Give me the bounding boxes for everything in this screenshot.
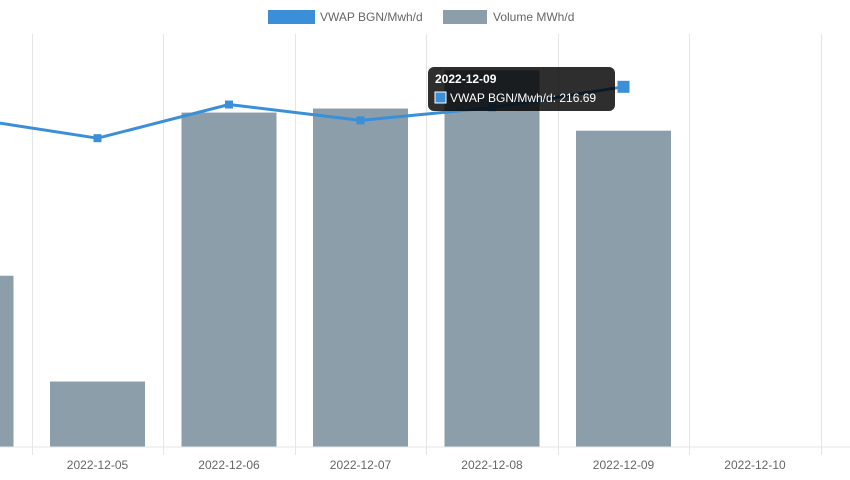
x-tick-label: 2022-12-10 <box>724 458 786 472</box>
x-axis-ticks: 2022-12-05 2022-12-06 2022-12-07 2022-12-08… <box>67 458 786 472</box>
tooltip-box <box>428 67 615 111</box>
volume-bars <box>0 70 671 447</box>
tooltip-label: VWAP BGN/Mwh/d: 216.69 <box>450 91 596 105</box>
volume-bar-2022-12-07[interactable] <box>313 108 408 447</box>
vwap-point-2022-12-09[interactable] <box>617 80 630 93</box>
vwap-point-2022-12-06[interactable] <box>225 100 233 109</box>
x-tick-label: 2022-12-08 <box>461 458 523 472</box>
x-tick-label: 2022-12-07 <box>330 458 392 472</box>
volume-bar-2022-12-04[interactable] <box>0 275 14 447</box>
tooltip-title: 2022-12-09 <box>435 72 497 86</box>
vertical-gridlines <box>32 34 822 455</box>
volume-bar-2022-12-08[interactable] <box>444 70 540 447</box>
vwap-point-2022-12-05[interactable] <box>93 134 102 143</box>
legend-swatch-1 <box>443 10 487 24</box>
volume-bar-2022-12-05[interactable] <box>50 381 145 447</box>
volume-bar-2022-12-06[interactable] <box>181 112 277 447</box>
x-tick-label: 2022-12-09 <box>593 458 655 472</box>
x-tick-label: 2022-12-05 <box>67 458 129 472</box>
x-tick-label: 2022-12-06 <box>198 458 260 472</box>
legend-swatch-0 <box>268 10 315 24</box>
volume-bar-2022-12-09[interactable] <box>576 130 671 447</box>
legend-label-0: VWAP BGN/Mwh/d <box>320 10 423 24</box>
legend: VWAP BGN/Mwh/d Volume MWh/d <box>268 10 574 24</box>
tooltip: 2022-12-09 VWAP BGN/Mwh/d: 216.69 <box>428 67 615 111</box>
vwap-point-2022-12-07[interactable] <box>356 116 365 125</box>
tooltip-swatch <box>434 91 447 104</box>
legend-label-1: Volume MWh/d <box>493 10 574 24</box>
